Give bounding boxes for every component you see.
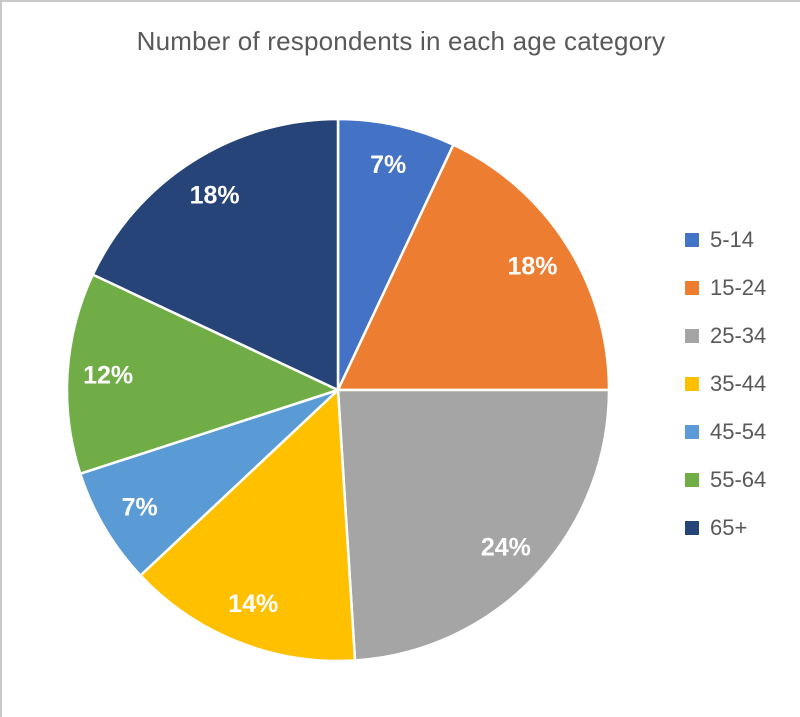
slice-label-35-44: 14% [228, 590, 278, 618]
chart-legend: 5-14 15-24 25-34 35-44 45-54 55-64 65+ [685, 216, 766, 552]
legend-swatch-45-54 [685, 425, 699, 439]
slice-label-45-54: 7% [122, 493, 158, 521]
legend-item-55-64: 55-64 [685, 456, 766, 504]
legend-label-65+: 65+ [710, 515, 748, 540]
slice-label-65+: 18% [190, 182, 240, 210]
chart-title: Number of respondents in each age catego… [136, 26, 666, 56]
slice-label-55-64: 12% [83, 362, 133, 390]
slice-label-15-24: 18% [507, 253, 557, 281]
legend-item-65+: 65+ [685, 504, 766, 552]
legend-swatch-15-24 [685, 281, 699, 295]
legend-item-15-24: 15-24 [685, 264, 766, 312]
legend-label-25-34: 25-34 [710, 323, 767, 348]
slice-label-5-14: 7% [370, 151, 406, 179]
legend-label-15-24: 15-24 [710, 275, 767, 300]
legend-item-5-14: 5-14 [685, 216, 766, 264]
legend-swatch-55-64 [685, 473, 699, 487]
legend-label-5-14: 5-14 [710, 227, 755, 252]
legend-item-45-54: 45-54 [685, 408, 766, 456]
legend-swatch-35-44 [685, 377, 699, 391]
pie-slice-15-24 [336, 143, 611, 392]
pie-slice-5-14 [336, 117, 455, 392]
legend-swatch-65+ [685, 521, 699, 535]
pie-slice-45-54 [79, 388, 340, 577]
legend-swatch-25-34 [685, 329, 699, 343]
legend-label-35-44: 35-44 [710, 371, 767, 396]
pie-slice-35-44 [139, 388, 357, 663]
legend-item-25-34: 25-34 [685, 312, 766, 360]
slice-label-25-34: 24% [481, 534, 531, 562]
pie-slice-55-64 [65, 273, 340, 475]
pie-slice-25-34 [336, 388, 611, 662]
legend-item-35-44: 35-44 [685, 360, 766, 408]
legend-label-55-64: 55-64 [710, 467, 767, 492]
pie-slice-65+ [91, 117, 340, 392]
legend-swatch-5-14 [685, 233, 699, 247]
legend-label-45-54: 45-54 [710, 419, 767, 444]
